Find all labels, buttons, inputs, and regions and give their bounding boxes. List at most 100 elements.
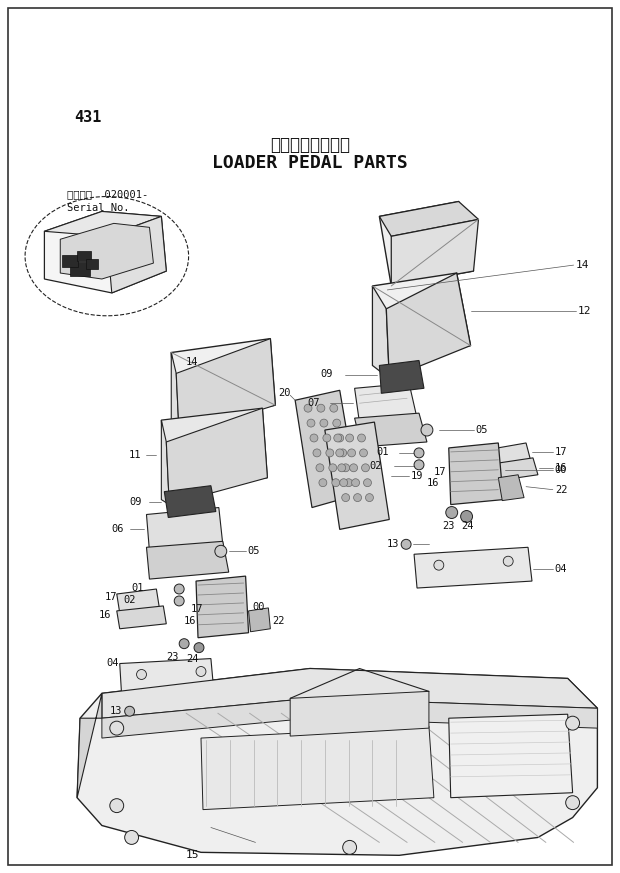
Polygon shape bbox=[102, 698, 598, 738]
Text: 20: 20 bbox=[278, 388, 291, 398]
Circle shape bbox=[565, 716, 580, 730]
Text: 19: 19 bbox=[411, 471, 423, 481]
Text: 00: 00 bbox=[252, 601, 265, 612]
Polygon shape bbox=[77, 693, 102, 798]
Circle shape bbox=[446, 506, 458, 519]
Text: 09: 09 bbox=[320, 369, 332, 380]
Circle shape bbox=[353, 493, 361, 502]
Circle shape bbox=[343, 841, 356, 855]
Circle shape bbox=[363, 478, 371, 486]
Text: 22: 22 bbox=[272, 615, 285, 626]
Circle shape bbox=[340, 478, 348, 486]
Polygon shape bbox=[379, 202, 474, 286]
Circle shape bbox=[348, 449, 356, 457]
Polygon shape bbox=[120, 658, 214, 697]
Circle shape bbox=[110, 721, 123, 735]
Text: 17: 17 bbox=[105, 592, 117, 602]
Text: 11: 11 bbox=[128, 450, 141, 460]
Circle shape bbox=[316, 464, 324, 471]
Circle shape bbox=[336, 449, 343, 457]
Circle shape bbox=[215, 546, 227, 557]
Circle shape bbox=[317, 404, 325, 412]
Text: Serial No.: Serial No. bbox=[67, 203, 130, 214]
Polygon shape bbox=[171, 353, 179, 435]
Circle shape bbox=[414, 460, 424, 470]
Text: 12: 12 bbox=[578, 306, 591, 316]
Circle shape bbox=[414, 448, 424, 457]
Circle shape bbox=[110, 799, 123, 813]
Circle shape bbox=[338, 464, 346, 471]
Polygon shape bbox=[70, 262, 90, 276]
Text: 17: 17 bbox=[555, 447, 567, 457]
Polygon shape bbox=[166, 409, 267, 505]
Text: 16: 16 bbox=[555, 463, 567, 473]
Circle shape bbox=[339, 449, 347, 457]
Text: 16: 16 bbox=[427, 478, 440, 488]
Text: 22: 22 bbox=[555, 485, 567, 495]
Text: 14: 14 bbox=[186, 357, 198, 368]
Text: 02: 02 bbox=[370, 461, 382, 471]
Circle shape bbox=[345, 478, 353, 486]
Text: 09: 09 bbox=[130, 497, 142, 506]
Text: 02: 02 bbox=[123, 595, 136, 605]
Circle shape bbox=[326, 449, 334, 457]
Polygon shape bbox=[77, 669, 598, 856]
Polygon shape bbox=[355, 383, 417, 423]
Text: LOADER PEDAL PARTS: LOADER PEDAL PARTS bbox=[212, 154, 408, 172]
Circle shape bbox=[358, 434, 366, 442]
Circle shape bbox=[320, 419, 328, 427]
Circle shape bbox=[329, 464, 337, 471]
Polygon shape bbox=[176, 339, 275, 435]
Circle shape bbox=[421, 424, 433, 436]
Circle shape bbox=[319, 478, 327, 486]
Text: 24: 24 bbox=[186, 654, 198, 663]
Polygon shape bbox=[386, 273, 471, 378]
Text: 24: 24 bbox=[462, 521, 474, 532]
Circle shape bbox=[361, 464, 370, 471]
Polygon shape bbox=[414, 547, 532, 588]
Polygon shape bbox=[107, 217, 166, 293]
Polygon shape bbox=[487, 457, 538, 482]
Circle shape bbox=[334, 434, 342, 442]
Circle shape bbox=[342, 464, 350, 471]
Polygon shape bbox=[161, 420, 169, 505]
Polygon shape bbox=[391, 219, 479, 286]
Polygon shape bbox=[86, 259, 98, 269]
Text: 431: 431 bbox=[74, 109, 102, 125]
Polygon shape bbox=[164, 485, 216, 518]
Polygon shape bbox=[196, 576, 249, 637]
Text: 14: 14 bbox=[575, 260, 589, 270]
Circle shape bbox=[342, 493, 350, 502]
Circle shape bbox=[323, 434, 331, 442]
Text: 15: 15 bbox=[186, 850, 200, 860]
Circle shape bbox=[310, 434, 318, 442]
Polygon shape bbox=[62, 255, 78, 267]
Text: ローダベダル部品: ローダベダル部品 bbox=[270, 136, 350, 154]
Polygon shape bbox=[249, 608, 270, 632]
Polygon shape bbox=[146, 507, 223, 551]
Text: 17: 17 bbox=[434, 467, 446, 477]
Circle shape bbox=[461, 511, 472, 522]
Circle shape bbox=[307, 419, 315, 427]
Circle shape bbox=[360, 449, 368, 457]
Circle shape bbox=[332, 478, 340, 486]
Polygon shape bbox=[161, 409, 267, 491]
Circle shape bbox=[330, 404, 338, 412]
Circle shape bbox=[336, 434, 343, 442]
Circle shape bbox=[125, 706, 135, 716]
Text: 16: 16 bbox=[184, 615, 197, 626]
Text: 01: 01 bbox=[376, 447, 389, 457]
Polygon shape bbox=[45, 211, 161, 237]
Polygon shape bbox=[171, 339, 275, 420]
Circle shape bbox=[174, 584, 184, 594]
Text: 04: 04 bbox=[107, 657, 119, 668]
Circle shape bbox=[350, 464, 358, 471]
Circle shape bbox=[333, 419, 341, 427]
Polygon shape bbox=[325, 422, 389, 529]
Circle shape bbox=[179, 639, 189, 649]
Circle shape bbox=[352, 478, 360, 486]
Text: 05: 05 bbox=[476, 425, 488, 435]
Text: 16: 16 bbox=[99, 610, 112, 620]
Circle shape bbox=[304, 404, 312, 412]
Polygon shape bbox=[60, 223, 153, 279]
